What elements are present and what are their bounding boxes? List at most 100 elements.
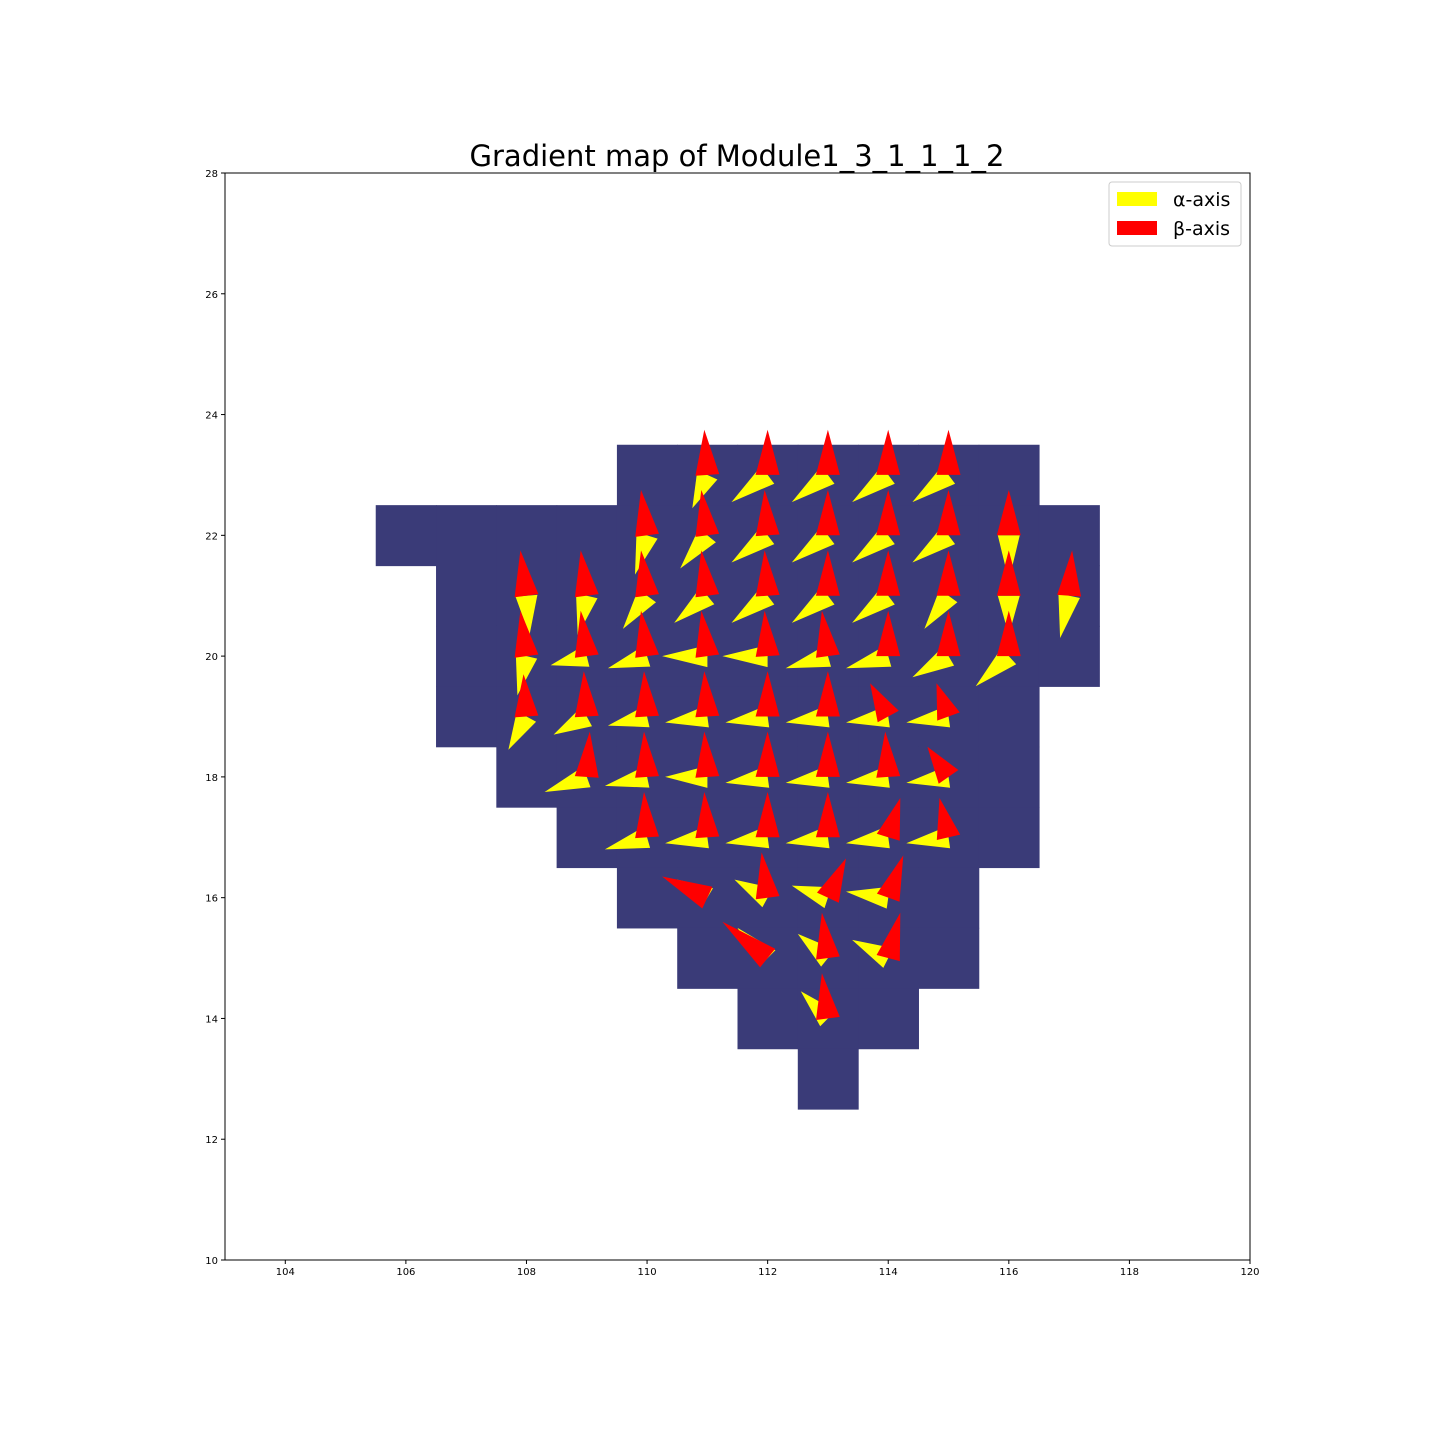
beta-arrow (876, 429, 901, 475)
x-tick-label: 104 (276, 1267, 295, 1278)
x-tick-label: 110 (638, 1267, 657, 1278)
beta-arrow (876, 855, 904, 902)
beta-arrow (816, 912, 840, 960)
beta-arrow (662, 876, 713, 909)
legend-swatch-beta (1117, 221, 1157, 235)
beta-arrow (817, 858, 846, 903)
alpha-arrow (674, 587, 715, 623)
beta-arrow (815, 792, 840, 838)
beta-arrow (876, 550, 901, 596)
alpha-arrow (722, 645, 768, 668)
plot-frame (224, 172, 1251, 1261)
beta-arrow (815, 671, 840, 717)
beta-arrow (996, 490, 1021, 536)
beta-arrow (574, 610, 599, 658)
beta-arrow (936, 610, 961, 657)
x-tick-label: 118 (1120, 1267, 1139, 1278)
beta-arrow (574, 731, 599, 778)
beta-arrow (936, 683, 960, 721)
beta-arrow (996, 610, 1021, 657)
beta-arrow (876, 798, 901, 841)
legend: α-axis β-axis (1108, 181, 1242, 247)
mask-cell (918, 927, 980, 989)
mask-cell (918, 867, 980, 929)
beta-arrow (635, 731, 659, 778)
mask-cell (978, 746, 1040, 808)
alpha-arrow (975, 648, 1017, 687)
y-tick-label: 18 (205, 773, 218, 784)
alpha-arrow (912, 526, 956, 563)
alpha-arrow (797, 933, 835, 967)
alpha-arrow (852, 466, 895, 503)
beta-arrow (635, 610, 659, 658)
y-axis: 10 12 14 16 18 20 22 24 26 28 (205, 169, 225, 1267)
beta-arrow (574, 550, 599, 598)
beta-arrow (876, 912, 901, 962)
beta-arrow (876, 731, 901, 778)
alpha-arrow (515, 594, 538, 635)
y-tick-label: 16 (205, 894, 218, 905)
alpha-arrow (791, 526, 835, 563)
mask-cell (556, 505, 618, 567)
beta-arrow (936, 798, 961, 840)
beta-arrow (1057, 550, 1082, 597)
legend-label-beta: β-axis (1173, 218, 1230, 240)
y-tick-label: 20 (205, 652, 218, 663)
beta-arrow (936, 490, 961, 536)
y-tick-label: 12 (205, 1135, 218, 1146)
y-tick-label: 24 (205, 411, 218, 422)
y-tick-label: 28 (205, 169, 218, 180)
x-tick-label: 116 (999, 1267, 1018, 1278)
mask-cell (797, 867, 859, 929)
y-tick-label: 14 (205, 1014, 218, 1025)
mask-cell (1038, 625, 1100, 687)
alpha-arrow (1058, 593, 1080, 638)
mask-cell (375, 505, 437, 567)
beta-arrow (635, 671, 659, 718)
mask-cell (1038, 505, 1100, 567)
alpha-arrow (622, 589, 656, 629)
alpha-arrow (852, 586, 895, 623)
beta-arrow (695, 610, 720, 658)
beta-arrow (695, 550, 720, 598)
beta-arrow (755, 550, 780, 597)
mask-cell (978, 807, 1040, 869)
alpha-arrow (731, 466, 775, 503)
beta-arrow (996, 550, 1021, 596)
x-tick-label: 114 (879, 1267, 898, 1278)
beta-arrow (755, 731, 780, 777)
mask-layer (375, 444, 1100, 1110)
alpha-arrow (662, 645, 708, 668)
beta-arrow (635, 490, 659, 537)
beta-arrow (927, 746, 959, 784)
alpha-arrow (515, 653, 538, 696)
x-axis: 104 106 108 110 112 114 116 118 120 (276, 1260, 1260, 1278)
beta-arrow (695, 429, 720, 476)
mask-cell (677, 927, 739, 989)
beta-arrow (816, 610, 840, 658)
beta-arrow (815, 490, 840, 536)
x-tick-label: 112 (758, 1267, 777, 1278)
beta-arrow (695, 792, 720, 839)
mask-cell (616, 867, 678, 929)
beta-arrow (574, 671, 599, 718)
alpha-arrow (680, 528, 716, 569)
y-tick-label: 22 (205, 531, 218, 542)
beta-arrow (815, 731, 840, 777)
x-tick-label: 106 (396, 1267, 415, 1278)
alpha-arrow (924, 589, 958, 629)
y-tick-label: 26 (205, 290, 218, 301)
mask-cell (436, 625, 497, 687)
beta-arrow (635, 550, 659, 598)
arrow-layer (508, 429, 1082, 1027)
alpha-arrow (791, 586, 835, 623)
beta-arrow (755, 852, 780, 900)
alpha-arrow (692, 470, 718, 509)
mask-cell (436, 565, 497, 627)
beta-arrow (815, 550, 840, 596)
beta-arrow (936, 550, 961, 596)
mask-cell (496, 505, 558, 567)
beta-arrow (755, 792, 780, 838)
beta-arrow (936, 429, 961, 475)
